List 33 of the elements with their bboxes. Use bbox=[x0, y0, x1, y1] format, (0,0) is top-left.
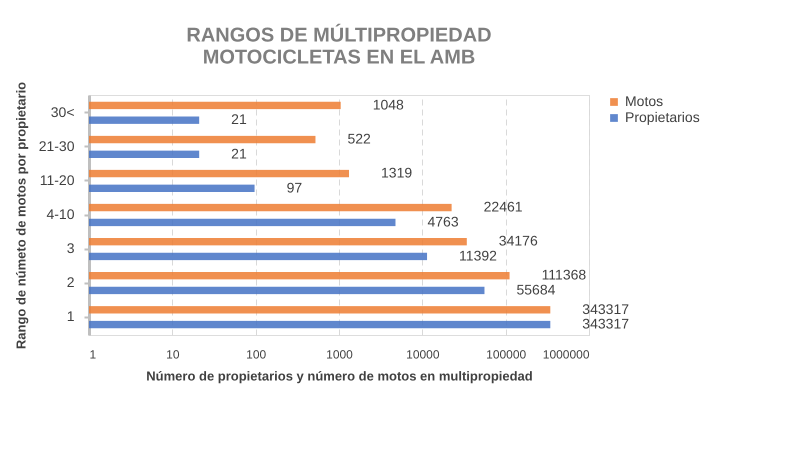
data-label: 522 bbox=[347, 130, 372, 147]
x-tick-label: 10000 bbox=[406, 348, 440, 362]
data-label: 21 bbox=[231, 145, 247, 162]
chart-title: RANGOS DE MÚLTIPROPIEDAD MOTOCICLETAS EN EL AMB bbox=[186, 23, 492, 68]
y-tick-label: 1 bbox=[66, 308, 75, 324]
y-tick-label: 11-20 bbox=[40, 172, 75, 188]
data-label: 11392 bbox=[459, 247, 498, 264]
data-label: 4763 bbox=[427, 213, 459, 230]
data-label: 1319 bbox=[381, 164, 412, 181]
data-label: 55684 bbox=[516, 281, 556, 298]
data-label: 34176 bbox=[498, 232, 538, 249]
data-label: 343317 bbox=[582, 300, 630, 317]
x-tick-label: 100000 bbox=[486, 348, 527, 362]
y-tick-label: 2 bbox=[66, 274, 75, 290]
data-label: 21 bbox=[231, 111, 247, 128]
y-tick-label: 30< bbox=[50, 104, 74, 120]
x-tick-label: 10 bbox=[166, 348, 180, 362]
data-label: 343317 bbox=[582, 316, 630, 332]
legend-label: Propietarios bbox=[625, 109, 700, 125]
legend-label: Motos bbox=[625, 93, 664, 109]
y-tick-label: 21-30 bbox=[38, 138, 75, 154]
data-label: 1048 bbox=[372, 96, 404, 112]
x-tick-label: 1 bbox=[90, 348, 96, 362]
x-tick-label: 1000 bbox=[326, 348, 354, 362]
x-axis-title: Número de propietarios y número de motos en multipropiedad bbox=[146, 368, 533, 384]
x-tick-label: 100 bbox=[246, 348, 266, 362]
data-label: 97 bbox=[286, 179, 302, 196]
data-label: 111368 bbox=[542, 266, 586, 283]
y-tick-label: 4-10 bbox=[46, 206, 75, 222]
y-axis-title: Rango de númeto de motos por propietario bbox=[14, 82, 29, 350]
data-label: 22461 bbox=[484, 198, 523, 215]
x-tick-label: 1000000 bbox=[542, 348, 590, 362]
y-tick-label: 3 bbox=[66, 240, 75, 256]
